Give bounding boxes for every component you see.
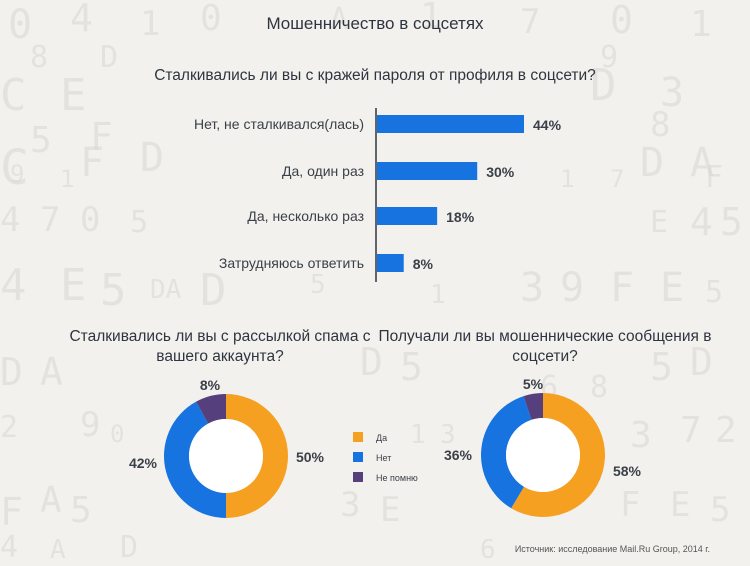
bar-category-label: Затрудняюсь ответить bbox=[219, 255, 364, 271]
bar bbox=[377, 162, 478, 180]
source-note: Источник: исследование Mail.Ru Group, 20… bbox=[514, 544, 710, 554]
bar-category-label: Нет, не сталкивался(лась) bbox=[194, 116, 364, 132]
bar-value-label: 8% bbox=[413, 256, 434, 272]
bar-value-label: 44% bbox=[533, 117, 562, 133]
donut-chart-1-title: Сталкивались ли вы с рассылкой спама с в… bbox=[69, 328, 371, 365]
page-title: Мошенничество в соцсетях bbox=[266, 14, 484, 33]
bar-category-label: Да, один раз bbox=[282, 163, 364, 179]
bar-value-label: 18% bbox=[446, 209, 475, 225]
bar bbox=[377, 207, 438, 225]
bar bbox=[377, 115, 524, 133]
donut-chart-2-title: Получали ли вы мошеннические сообщения в… bbox=[378, 328, 712, 365]
bar-category-label: Да, несколько раз bbox=[247, 208, 364, 224]
bar-chart-title: Сталкивались ли вы с кражей пароля от пр… bbox=[154, 67, 596, 84]
bar bbox=[377, 254, 404, 272]
bar-value-label: 30% bbox=[486, 164, 515, 180]
